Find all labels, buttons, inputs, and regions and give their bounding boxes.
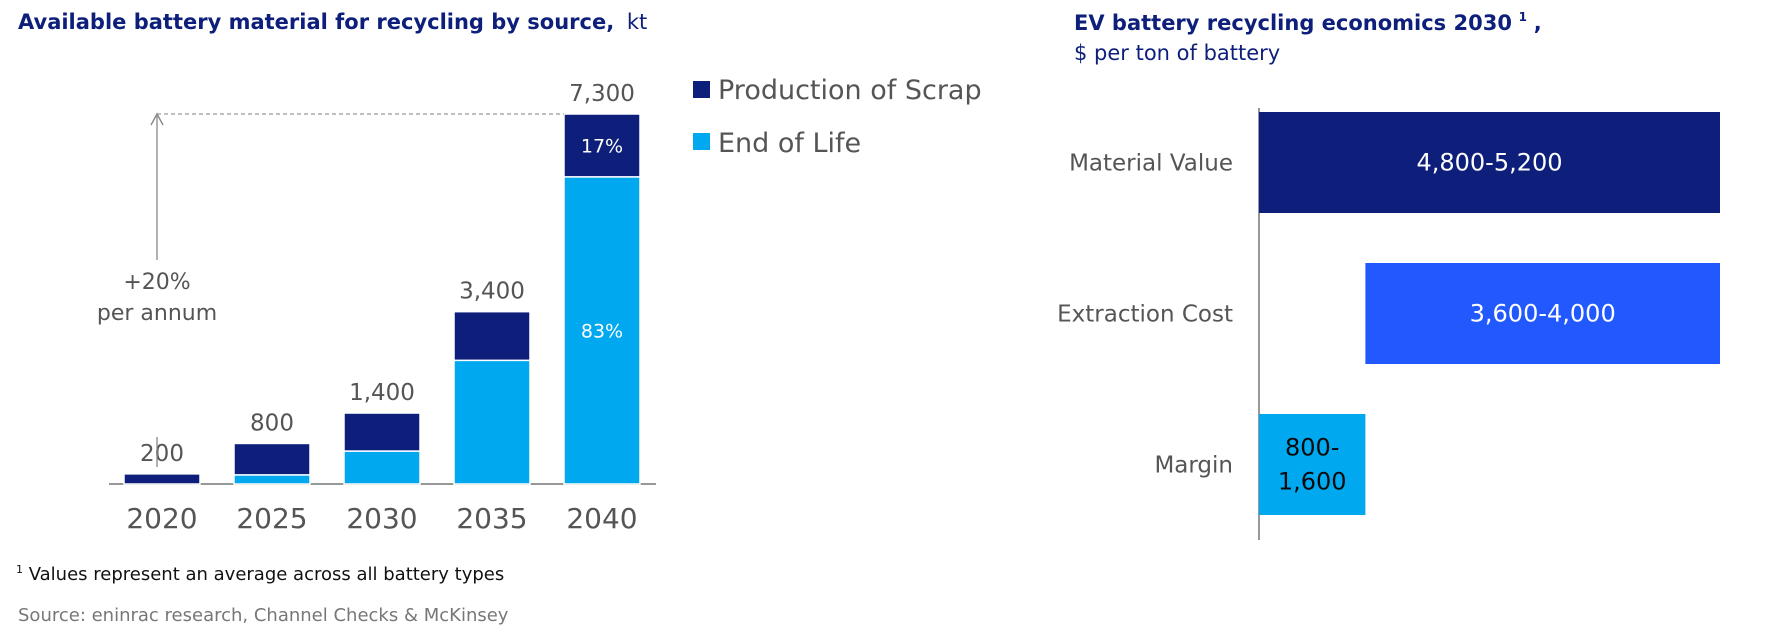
category-label-extraction-cost: Extraction Cost [1057, 302, 1233, 328]
x-tick-label-2020: 2020 [126, 502, 197, 535]
bar-production-of-scrap-2040 [563, 113, 641, 178]
value-label-material-value: 4,800-5,200 [1416, 149, 1562, 177]
legend-label-end-of-life: End of Life [718, 128, 861, 159]
bar-material-value [1259, 112, 1720, 213]
total-label-2030: 1,400 [349, 380, 415, 406]
footnote: 1 Values represent an average across all… [16, 557, 504, 585]
left-chart-title-unit: kt [627, 10, 647, 34]
x-tick-label-2035: 2035 [456, 502, 527, 535]
x-tick-label-2030: 2030 [346, 502, 417, 535]
bar-extraction-cost [1365, 263, 1720, 364]
category-label-material-value: Material Value [1069, 151, 1233, 177]
left-stacked-bar-chart: 200 2020 800 2025 1,400 2030 3,400 2035 83% 17% 7,… [97, 81, 656, 535]
right-horizontal-bar-chart: Material Value 4,800-5,200 Extraction Cost… [1057, 108, 1720, 540]
footnote-text: Values represent an average across all b… [29, 564, 505, 585]
bar-end-of-life-2030 [343, 450, 421, 485]
legend-label-production-of-scrap: Production of Scrap [718, 75, 982, 106]
segment-label-end-of-life-2040: 83% [581, 320, 623, 342]
total-label-2040: 7,300 [569, 81, 635, 107]
total-label-2025: 800 [250, 410, 294, 436]
bar-end-of-life-2040 [563, 176, 641, 485]
left-chart-title: Available battery material for recycling… [18, 10, 647, 34]
total-label-2035: 3,400 [459, 279, 525, 305]
right-chart-title-text: EV battery recycling economics 2030 [1074, 11, 1512, 35]
right-chart-title: EV battery recycling economics 2030 1 , [1074, 2, 1542, 35]
legend-swatch-end-of-life [693, 133, 710, 150]
bar-production-of-scrap-2020 [123, 473, 201, 485]
bar-production-of-scrap-2030 [343, 412, 421, 452]
right-chart-subtitle: $ per ton of battery [1074, 41, 1280, 65]
bar-production-of-scrap-2035 [453, 310, 531, 362]
growth-arrow-head [150, 112, 164, 126]
x-tick-label-2025: 2025 [236, 502, 307, 535]
segment-label-production-of-scrap-2040: 17% [581, 135, 623, 157]
bar-margin [1259, 414, 1366, 515]
total-label-2020: 200 [140, 441, 184, 467]
category-label-margin: Margin [1154, 453, 1233, 479]
bar-end-of-life-2035 [453, 359, 531, 485]
bar-production-of-scrap-2025 [233, 442, 311, 476]
value-label-extraction-cost: 3,600-4,000 [1470, 300, 1616, 328]
footnote-superscript: 1 [16, 563, 23, 576]
growth-annotation-line-2: per annum [97, 301, 217, 326]
bar-end-of-life-2025 [233, 474, 311, 485]
source-note: Source: eninrac research, Channel Checks… [18, 605, 509, 626]
legend: Production of Scrap End of Life [693, 75, 982, 159]
value-label-margin-line-2: 1,600 [1278, 468, 1347, 496]
legend-swatch-production-of-scrap [693, 81, 710, 98]
right-chart-title-superscript: 1 [1519, 10, 1527, 24]
left-chart-title-text: Available battery material for recycling… [18, 10, 614, 34]
value-label-margin-line-1: 800- [1285, 434, 1339, 462]
growth-annotation-line-1: +20% [123, 270, 190, 295]
right-chart-title-suffix: , [1534, 11, 1542, 35]
x-tick-label-2040: 2040 [566, 502, 637, 535]
